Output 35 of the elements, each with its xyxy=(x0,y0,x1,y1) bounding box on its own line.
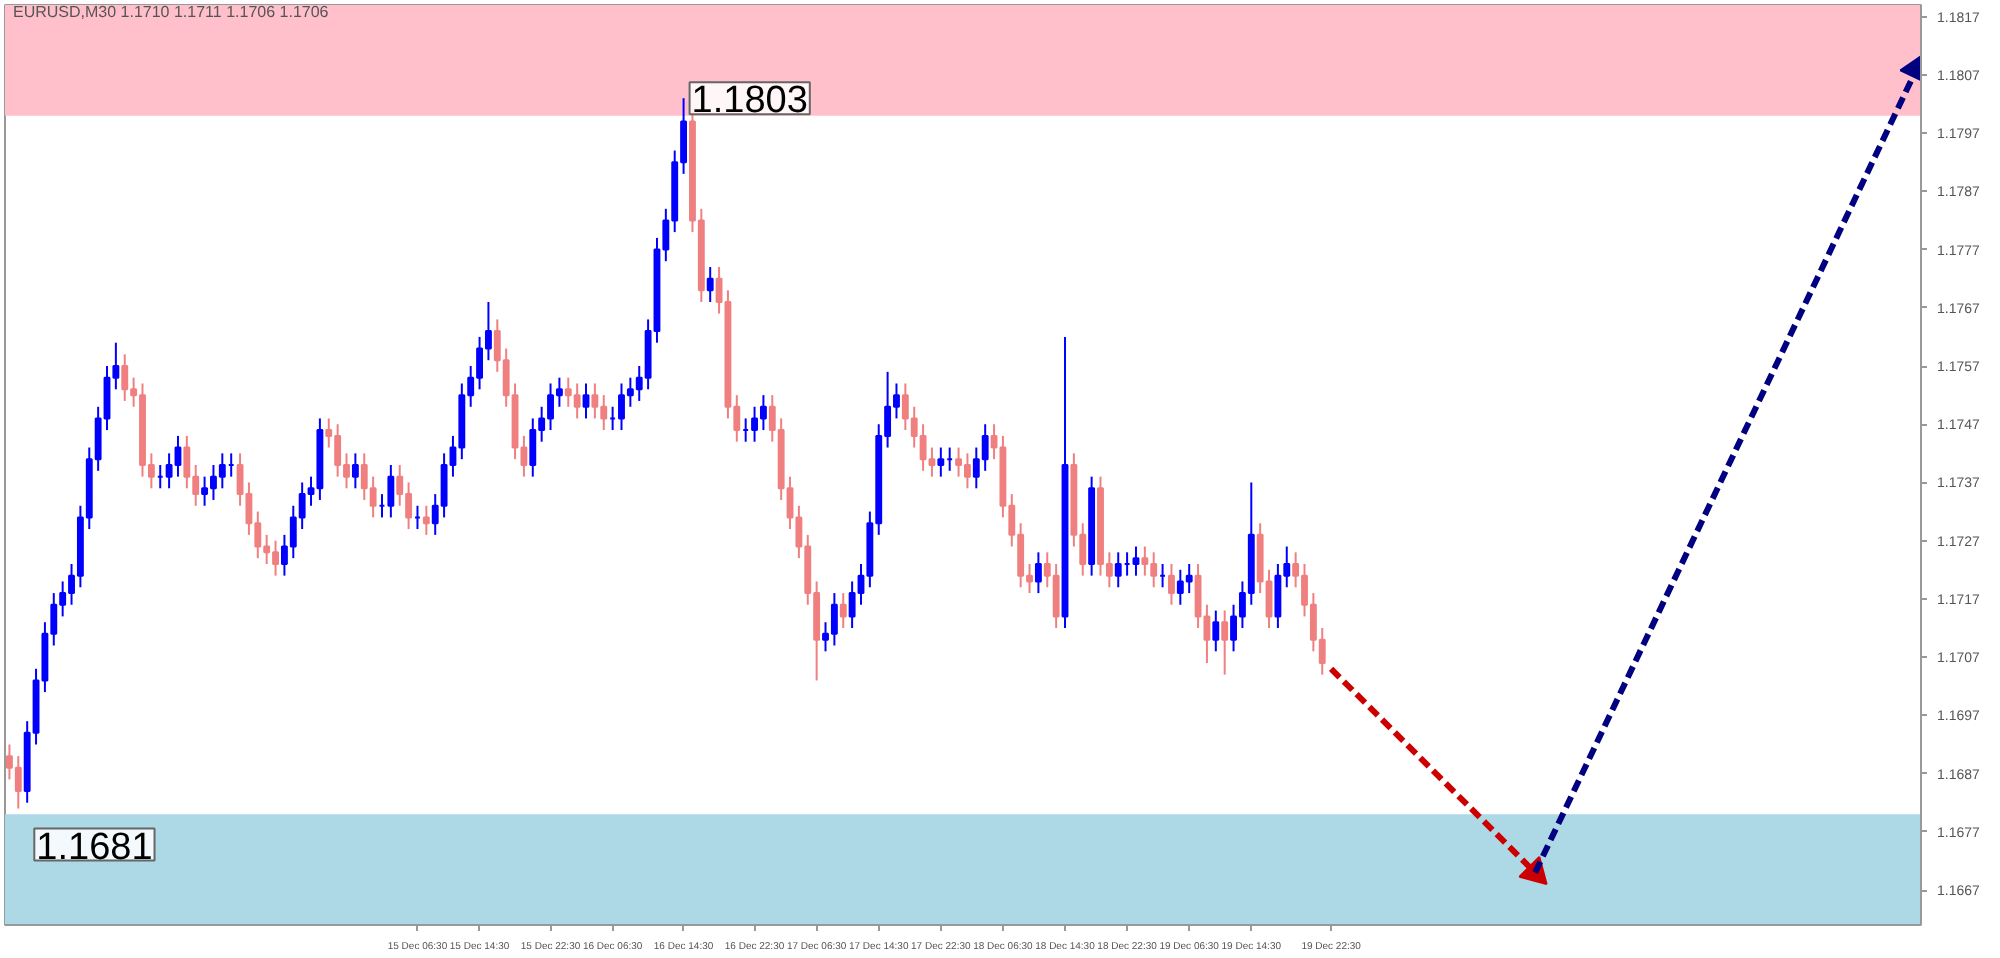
candlestick xyxy=(165,452,173,490)
candlestick xyxy=(1114,551,1122,589)
candlestick xyxy=(440,452,448,519)
candlestick xyxy=(351,452,359,490)
candlestick xyxy=(121,353,129,402)
annotation: 1.1803 xyxy=(691,80,808,123)
candlestick xyxy=(1141,545,1149,577)
candlestick xyxy=(1274,562,1282,630)
candlestick xyxy=(573,382,581,420)
candlestick xyxy=(919,423,927,472)
candlestick xyxy=(759,394,767,432)
candlestick xyxy=(1185,562,1193,595)
candlestick xyxy=(387,464,395,519)
candlestick xyxy=(529,417,537,478)
candlestick xyxy=(183,434,191,490)
candlestick xyxy=(582,382,590,420)
candlestick xyxy=(981,423,989,472)
candlestick xyxy=(1212,609,1220,653)
chart-title: EURUSD,M30 1.1710 1.1711 1.1706 1.1706 xyxy=(13,3,330,21)
candlestick xyxy=(1034,551,1042,595)
candlestick xyxy=(830,592,838,647)
candlestick xyxy=(839,592,847,630)
candlestick xyxy=(1132,545,1140,577)
candlestick xyxy=(591,382,599,420)
candlestick xyxy=(1168,562,1175,606)
candlestick xyxy=(1221,609,1229,676)
candlestick xyxy=(218,452,226,490)
candlestick xyxy=(201,475,209,507)
candlestick xyxy=(422,504,430,536)
candlestick xyxy=(937,446,945,478)
candlestick xyxy=(1052,562,1060,630)
annotation: 1.1681 xyxy=(36,826,153,869)
candlestick xyxy=(14,755,22,810)
candlestick xyxy=(706,266,714,303)
candlestick xyxy=(848,580,856,630)
